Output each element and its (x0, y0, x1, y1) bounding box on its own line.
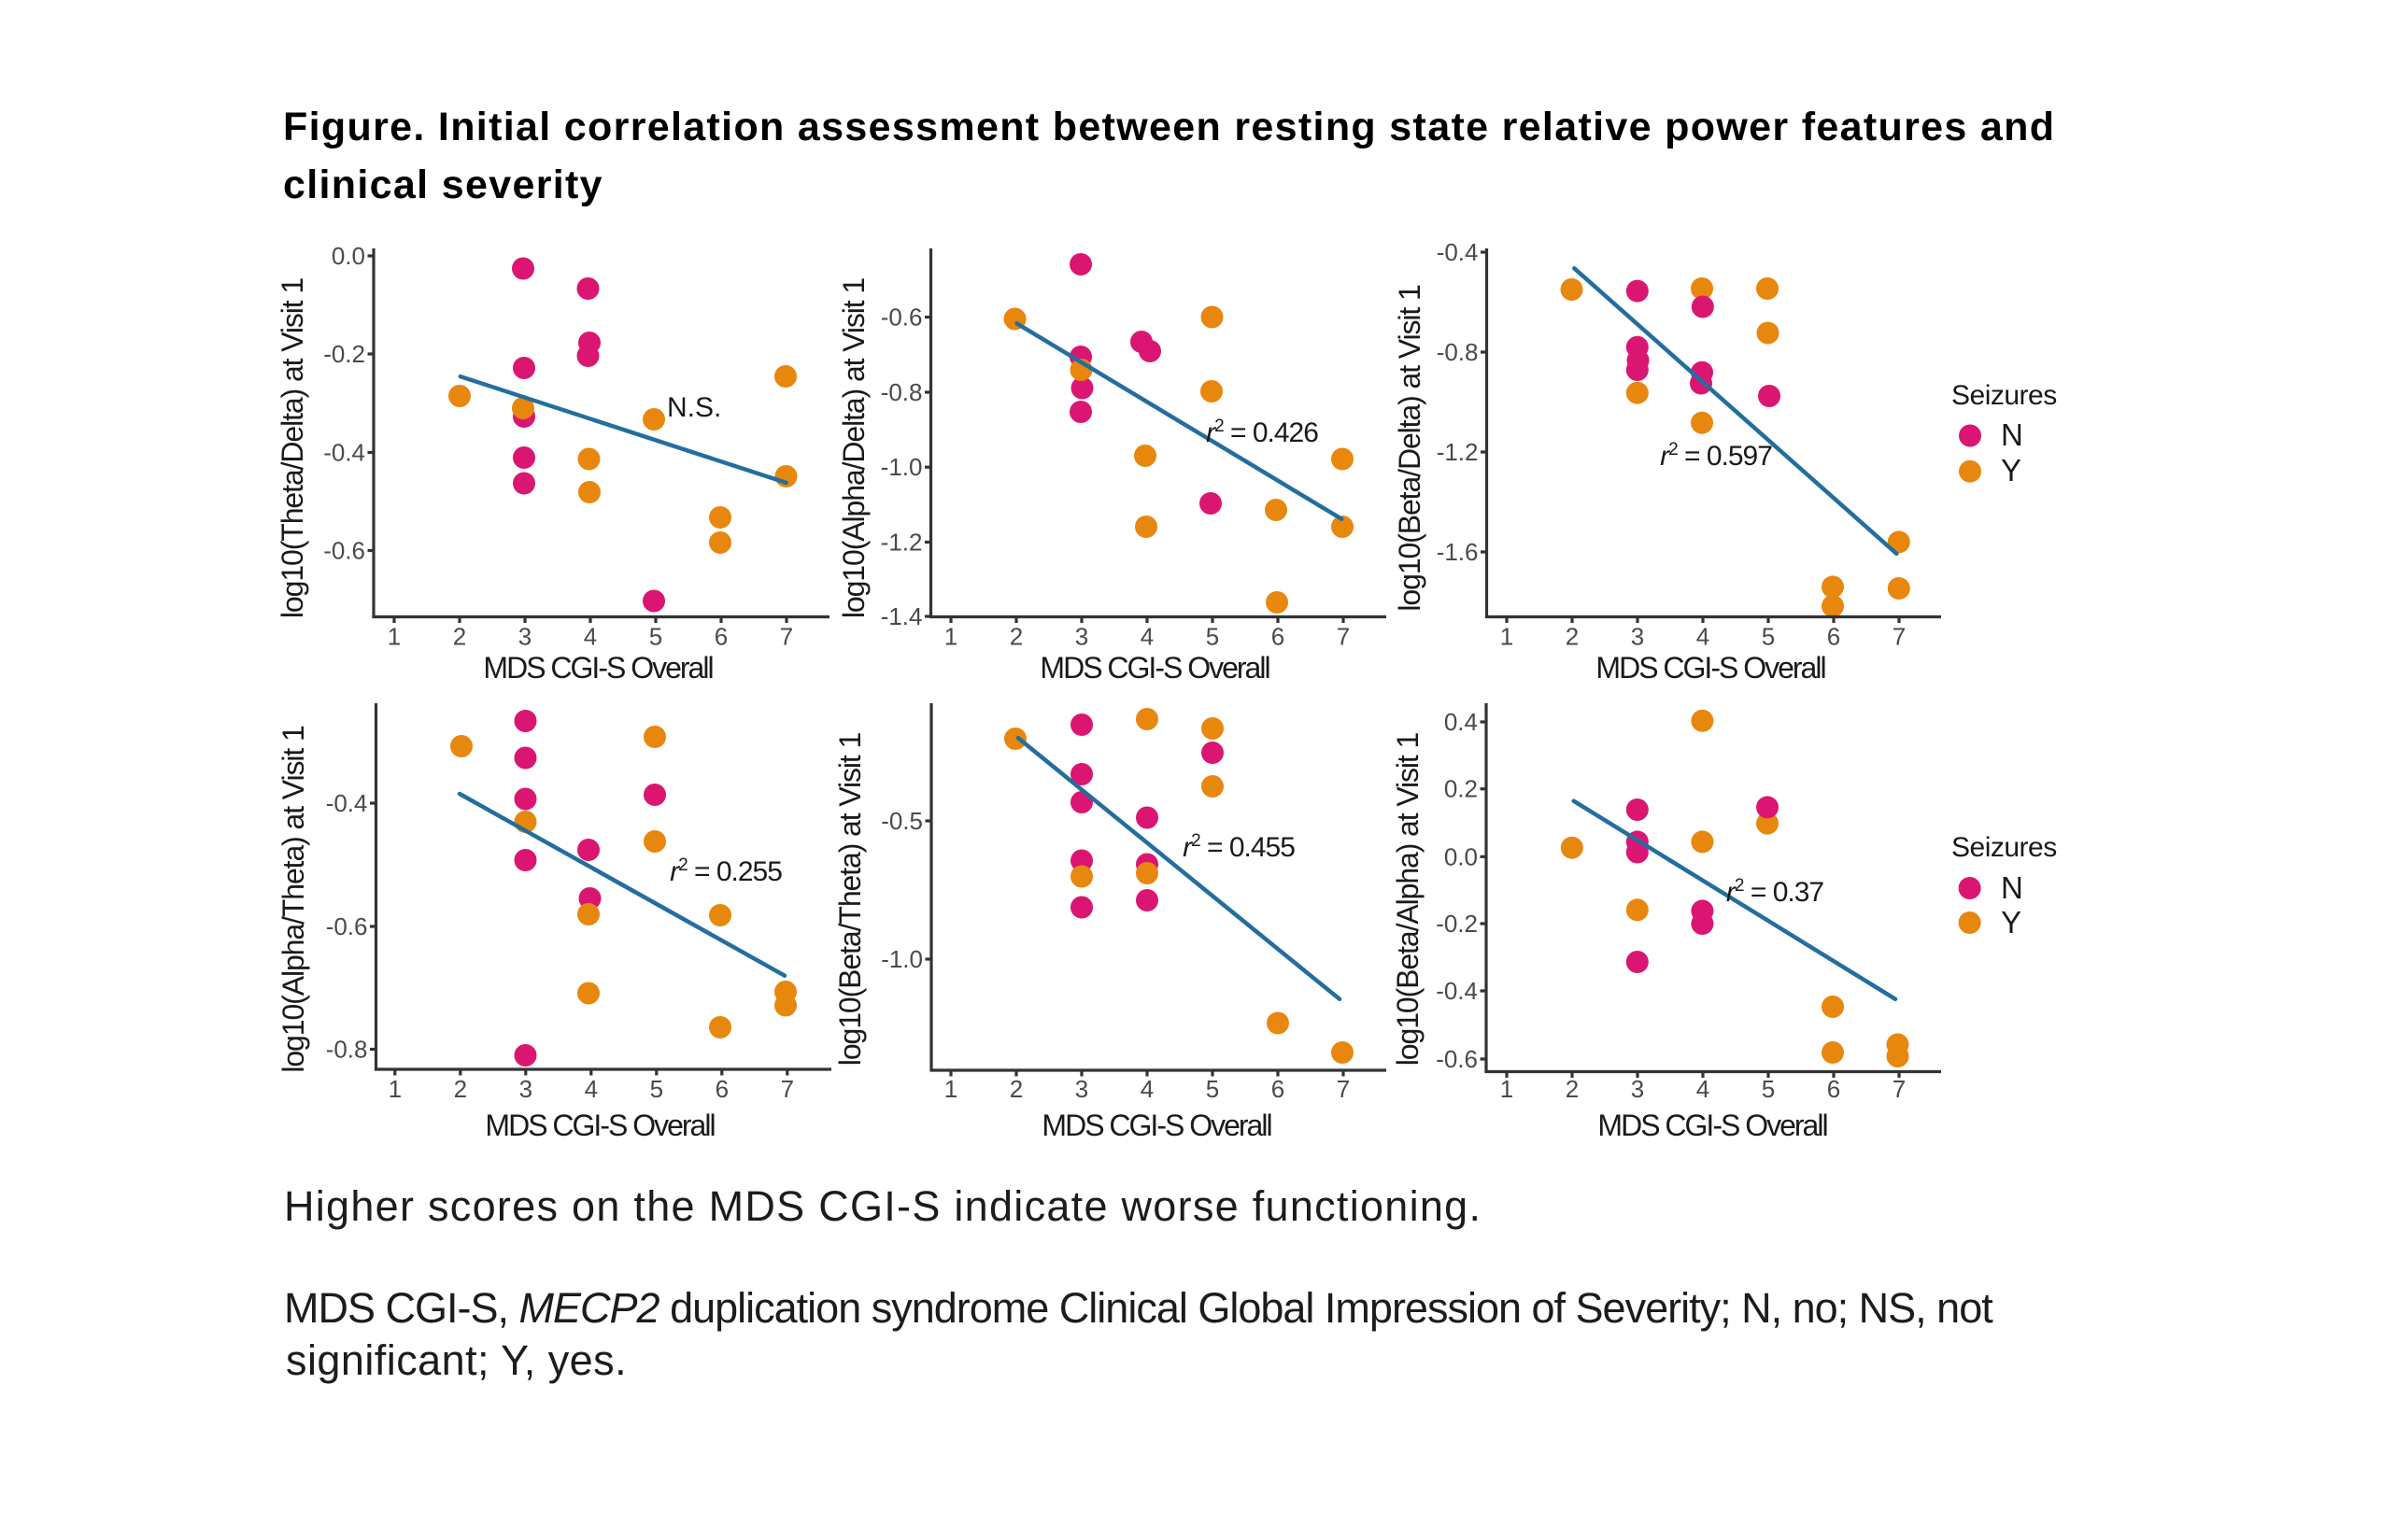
svg-text:r2 = 0.455: r2 = 0.455 (1183, 831, 1295, 863)
svg-text:N.S.: N.S. (667, 392, 721, 423)
svg-text:3: 3 (1631, 623, 1644, 651)
svg-text:3: 3 (1631, 1075, 1644, 1103)
svg-text:3: 3 (518, 623, 532, 651)
svg-text:-0.4: -0.4 (1436, 977, 1478, 1005)
svg-text:5: 5 (650, 1075, 663, 1103)
svg-text:3: 3 (519, 1075, 532, 1103)
svg-text:1: 1 (1500, 1075, 1513, 1103)
svg-text:MDS CGI-S Overall: MDS CGI-S Overall (1040, 651, 1269, 685)
svg-text:7: 7 (1893, 1075, 1906, 1103)
svg-text:0.4: 0.4 (1444, 708, 1478, 736)
svg-text:MDS CGI-S Overall: MDS CGI-S Overall (1597, 1109, 1826, 1142)
svg-text:1: 1 (944, 623, 957, 651)
svg-text:6: 6 (1827, 623, 1840, 651)
svg-text:-0.4: -0.4 (326, 789, 368, 817)
svg-text:0.0: 0.0 (1444, 842, 1478, 870)
svg-text:7: 7 (781, 1075, 794, 1103)
svg-text:log10(Theta/Delta) at Visit 1: log10(Theta/Delta) at Visit 1 (276, 278, 309, 618)
svg-text:0.0: 0.0 (332, 242, 365, 270)
svg-text:-0.6: -0.6 (1436, 1045, 1478, 1073)
svg-text:-1.0: -1.0 (881, 945, 923, 973)
svg-text:-0.8: -0.8 (1437, 338, 1479, 366)
svg-text:-0.4: -0.4 (1437, 238, 1479, 266)
svg-text:7: 7 (780, 623, 793, 651)
svg-text:-1.2: -1.2 (881, 529, 923, 557)
svg-text:7: 7 (1893, 623, 1906, 651)
svg-text:4: 4 (1141, 623, 1154, 651)
svg-text:2: 2 (453, 623, 466, 651)
svg-text:3: 3 (1075, 623, 1088, 651)
svg-text:-1.2: -1.2 (1437, 438, 1479, 466)
svg-text:1: 1 (1500, 623, 1513, 651)
svg-text:-0.6: -0.6 (881, 304, 923, 332)
svg-text:r2 = 0.597: r2 = 0.597 (1660, 440, 1772, 472)
svg-text:1: 1 (389, 1075, 402, 1103)
svg-text:Seizures: Seizures (1951, 832, 2057, 863)
svg-text:4: 4 (584, 623, 597, 651)
svg-text:-0.5: -0.5 (881, 807, 923, 835)
svg-text:5: 5 (649, 623, 662, 651)
svg-text:-0.4: -0.4 (323, 439, 365, 467)
svg-text:7: 7 (1337, 623, 1350, 651)
svg-text:2: 2 (454, 1075, 467, 1103)
svg-text:MDS CGI-S Overall: MDS CGI-S Overall (1042, 1109, 1270, 1142)
svg-text:6: 6 (715, 623, 728, 651)
svg-text:1: 1 (944, 1075, 957, 1103)
svg-text:MDS CGI-S Overall: MDS CGI-S Overall (485, 1109, 714, 1142)
svg-text:2: 2 (1010, 623, 1023, 651)
svg-text:2: 2 (1566, 623, 1579, 651)
svg-text:log10(Alpha/Theta) at Visit 1: log10(Alpha/Theta) at Visit 1 (276, 726, 310, 1073)
svg-text:Y: Y (2001, 905, 2021, 940)
svg-text:-0.6: -0.6 (323, 537, 365, 565)
svg-text:Y: Y (2001, 453, 2021, 487)
svg-text:5: 5 (1206, 1075, 1219, 1103)
svg-text:-0.2: -0.2 (1436, 910, 1478, 938)
svg-text:-0.2: -0.2 (323, 340, 365, 368)
svg-text:Seizures: Seizures (1951, 380, 2057, 411)
svg-text:log10(Alpha/Delta) at Visit 1: log10(Alpha/Delta) at Visit 1 (837, 278, 871, 618)
svg-text:1: 1 (388, 623, 401, 651)
svg-text:-0.6: -0.6 (326, 912, 368, 940)
svg-text:2: 2 (1566, 1075, 1579, 1103)
svg-text:0.2: 0.2 (1444, 775, 1478, 803)
svg-text:log10(Beta/Delta) at Visit 1: log10(Beta/Delta) at Visit 1 (1393, 285, 1426, 612)
svg-text:r2 = 0.37: r2 = 0.37 (1726, 876, 1823, 908)
svg-text:log10(Beta/Alpha) at Visit 1: log10(Beta/Alpha) at Visit 1 (1391, 732, 1425, 1066)
svg-text:MDS CGI-S Overall: MDS CGI-S Overall (483, 651, 712, 685)
svg-text:-0.8: -0.8 (326, 1036, 368, 1064)
svg-text:6: 6 (716, 1075, 729, 1103)
svg-text:5: 5 (1762, 623, 1775, 651)
svg-text:5: 5 (1206, 623, 1219, 651)
svg-text:-1.4: -1.4 (881, 602, 923, 630)
svg-text:6: 6 (1271, 623, 1284, 651)
svg-text:4: 4 (1141, 1075, 1154, 1103)
svg-text:-1.0: -1.0 (881, 453, 923, 481)
svg-text:6: 6 (1271, 1075, 1284, 1103)
svg-text:6: 6 (1827, 1075, 1840, 1103)
svg-text:N: N (2001, 417, 2023, 452)
svg-text:4: 4 (585, 1075, 598, 1103)
svg-text:4: 4 (1696, 1075, 1709, 1103)
svg-text:-1.6: -1.6 (1437, 538, 1479, 566)
svg-text:3: 3 (1075, 1075, 1088, 1103)
svg-text:-0.8: -0.8 (881, 378, 923, 406)
svg-text:7: 7 (1337, 1075, 1350, 1103)
svg-text:MDS CGI-S Overall: MDS CGI-S Overall (1595, 651, 1824, 685)
svg-text:r2 = 0.426: r2 = 0.426 (1206, 417, 1318, 448)
svg-text:r2 = 0.255: r2 = 0.255 (670, 855, 782, 887)
svg-text:5: 5 (1762, 1075, 1775, 1103)
svg-text:2: 2 (1010, 1075, 1023, 1103)
svg-text:4: 4 (1696, 623, 1709, 651)
svg-text:log10(Beta/Theta) at Visit 1: log10(Beta/Theta) at Visit 1 (833, 733, 867, 1067)
svg-text:N: N (2001, 870, 2023, 905)
